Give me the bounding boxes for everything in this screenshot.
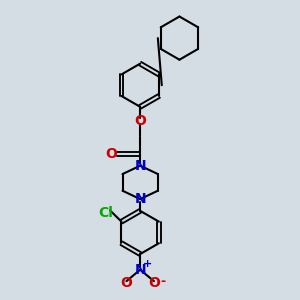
Text: O: O bbox=[105, 147, 117, 161]
Text: -: - bbox=[160, 275, 165, 288]
Text: +: + bbox=[142, 259, 152, 269]
Text: N: N bbox=[134, 263, 146, 277]
Text: Cl: Cl bbox=[98, 206, 112, 220]
Text: O: O bbox=[148, 277, 160, 290]
Text: O: O bbox=[134, 114, 146, 128]
Text: N: N bbox=[134, 192, 146, 206]
Text: N: N bbox=[134, 159, 146, 173]
Text: O: O bbox=[121, 277, 132, 290]
